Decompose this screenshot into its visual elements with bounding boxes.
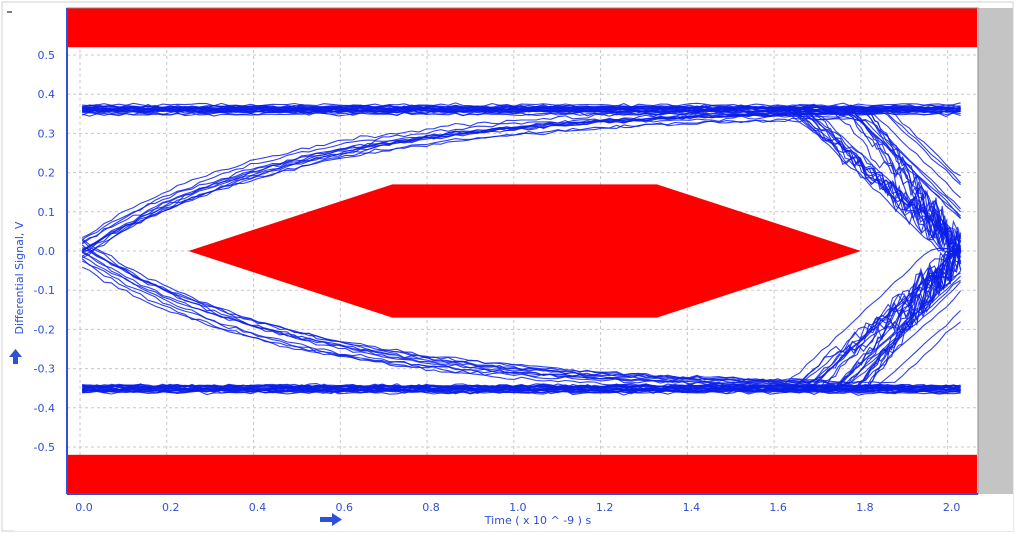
signal-trace [82,108,961,115]
x-axis-title: Time ( x 10 ^ -9 ) s [484,514,592,527]
signal-trace [82,388,961,395]
x-tick-label: 0.0 [75,501,93,514]
signal-traces [81,102,962,396]
signal-trace [845,109,961,253]
x-tick-label: 1.0 [509,501,527,514]
signal-trace [82,386,961,393]
signal-trace [855,251,961,391]
signal-trace [81,117,962,251]
x-tick-label: 0.2 [162,501,180,514]
signal-trace [793,251,961,389]
y-tick-label: 0.3 [38,127,56,140]
signal-trace [798,108,962,252]
x-tick-label: 0.4 [249,501,267,514]
x-tick-label: 0.6 [336,501,354,514]
x-tick-label: 1.2 [596,501,614,514]
bottom-gutter [14,494,1013,531]
signal-trace [851,111,962,251]
y-tick-label: -0.1 [34,284,55,297]
signal-trace [82,107,961,114]
y-tick-label: -0.5 [34,441,55,454]
inner-eye-mask [188,184,861,318]
x-tick-label: 1.8 [856,501,874,514]
x-tick-labels: 0.0 0.2 0.4 0.6 0.8 1.0 1.2 1.4 1.6 1.8 2.0 [75,501,960,514]
y-tick-label: 0.1 [38,206,56,219]
y-axis-arrow-icon[interactable] [9,349,22,364]
signal-trace [868,111,962,252]
signal-trace [819,248,962,390]
signal-trace [805,250,962,388]
y-tick-label: -0.3 [34,363,55,376]
y-tick-label: -0.2 [34,323,55,336]
signal-trace [82,388,961,395]
x-axis-arrow-icon[interactable] [320,513,342,526]
signal-trace [82,383,961,390]
y-axis-title: Differential Signal, V [13,221,26,334]
y-tick-label: 0.0 [38,245,56,258]
signal-trace [81,252,962,386]
x-tick-label: 1.4 [683,501,701,514]
y-tick-labels: 0.5 0.4 0.3 0.2 0.1 0.0 -0.1 -0.2 -0.3 -0.4 -0.5 [34,49,55,454]
signal-trace [856,249,962,388]
right-gutter [978,8,1013,494]
y-tick-label: 0.4 [38,88,56,101]
lower-mask-region [68,454,977,493]
upper-mask-region [68,8,977,48]
y-tick-label: 0.2 [38,167,56,180]
signal-trace [82,104,961,110]
signal-trace [809,249,961,389]
y-tick-label: 0.5 [38,49,56,62]
signal-trace [821,249,961,389]
x-tick-label: 0.8 [422,501,440,514]
x-tick-label: 2.0 [943,501,961,514]
signal-trace [864,110,962,253]
y-tick-label: -0.4 [34,402,55,415]
x-tick-label: 1.6 [769,501,787,514]
eye-mask [68,8,977,493]
signal-trace [82,104,961,110]
